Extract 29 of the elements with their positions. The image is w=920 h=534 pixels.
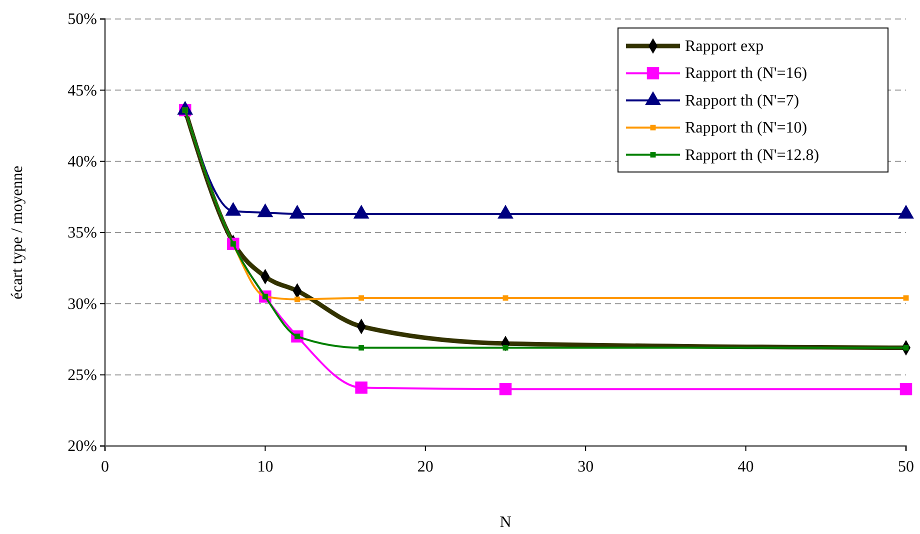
legend-label: Rapport th (N'=10) [685, 120, 808, 137]
x-axis-title: N [500, 514, 512, 531]
point [355, 382, 368, 394]
x-tick-label: 30 [578, 458, 594, 476]
y-tick-label: 20% [68, 438, 97, 456]
y-tick-label: 35% [68, 224, 97, 242]
x-tick-label: 50 [898, 458, 914, 476]
x-tick-label: 10 [257, 458, 274, 476]
point [358, 295, 364, 301]
legend-label: Rapport th (N'=12.8) [685, 146, 820, 164]
point [502, 345, 508, 351]
point [502, 295, 508, 301]
point [358, 345, 364, 351]
y-tick-label: 50% [68, 11, 97, 28]
point [499, 382, 512, 396]
legend-label: Rapport th (N'=16) [685, 65, 808, 82]
y-tick-label: 45% [68, 82, 97, 100]
x-tick-label: 0 [101, 458, 109, 476]
point [294, 296, 300, 302]
legend-label: Rapport th (N'=7) [685, 92, 800, 110]
x-tick-label: 40 [738, 458, 754, 476]
y-axis-title: écart type / moyenne [9, 166, 26, 300]
y-tick-label: 40% [68, 153, 97, 170]
legend-label: Rapport exp [685, 38, 764, 55]
y-tick-label: 25% [68, 366, 97, 384]
y-tick-label: 30% [68, 296, 97, 313]
point [903, 295, 909, 301]
point [900, 382, 912, 396]
x-tick-label: 20 [417, 458, 434, 476]
